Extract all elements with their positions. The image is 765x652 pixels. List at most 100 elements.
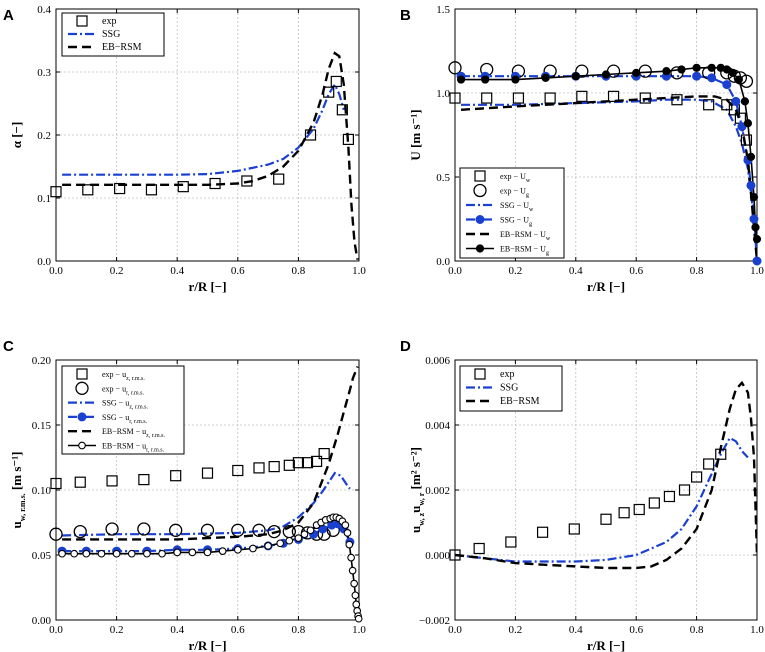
legend-label-text: EB−RSM − U — [500, 230, 546, 239]
y-tick-label: 0.10 — [32, 485, 52, 497]
data-point — [740, 134, 753, 146]
data-point — [252, 523, 266, 537]
data-point — [348, 566, 357, 575]
data-point — [449, 92, 461, 104]
y-tick-label: 0.0 — [37, 256, 51, 268]
y-tick-label: −0.002 — [419, 615, 450, 627]
data-point — [511, 75, 520, 84]
y-tick-label: 0.4 — [37, 4, 51, 16]
legend-label-text: SSG − U — [500, 216, 529, 225]
legend-label: SSG — [500, 383, 518, 394]
data-point — [752, 235, 762, 244]
legend-marker — [474, 368, 486, 380]
legend-box — [459, 167, 565, 259]
data-point — [201, 467, 214, 479]
y-axis-label-part: [m s⁻¹] — [9, 452, 24, 494]
data-point — [241, 175, 253, 187]
data-point — [677, 65, 686, 74]
series-line — [461, 75, 757, 261]
legend: exp SSG EB−RSM — [459, 365, 563, 412]
data-point — [345, 540, 354, 549]
data-point — [351, 591, 360, 600]
legend-label: EB−RSM — [102, 42, 142, 53]
legend-label: EB−RSM − Uw — [500, 230, 551, 242]
data-point — [342, 133, 354, 146]
panel-b: 0.0 0.2 0.4 0.6 0.8 1.0 0.0 0.5 1.0 1.5 r/R [−] U [… — [400, 4, 764, 294]
x-tick-label: 0.8 — [690, 624, 704, 636]
x-tick-label: 1.0 — [352, 265, 366, 277]
plot-frame — [454, 8, 758, 262]
x-tick-label: 0.2 — [110, 265, 124, 277]
legend-label-sub: w — [546, 236, 551, 242]
data-point — [70, 549, 79, 558]
data-point — [743, 119, 753, 128]
legend-label-text: SSG − u — [102, 399, 129, 408]
data-point — [283, 459, 295, 471]
y-axis-label-part: [m² s⁻²] — [408, 447, 423, 493]
data-point — [678, 484, 691, 496]
legend-label-text: exp − u — [102, 384, 126, 393]
data-point — [740, 97, 750, 106]
data-point — [158, 549, 166, 558]
legend-label: SSG − ur, r.m.s. — [102, 413, 148, 425]
data-point — [648, 497, 660, 509]
legend-label-text: EB−RSM − U — [500, 245, 546, 254]
data-point — [169, 523, 183, 537]
legend-label-sub: z, r.m.s. — [126, 376, 145, 382]
data-point — [188, 548, 197, 557]
data-point — [601, 70, 611, 79]
x-tick-label: 1.0 — [750, 265, 764, 277]
data-point — [543, 64, 557, 78]
data-point — [633, 503, 645, 516]
legend-label-sub: g — [526, 193, 529, 199]
legend-label: EB−RSM — [500, 396, 540, 407]
data-point — [568, 523, 580, 535]
data-point — [541, 73, 550, 82]
data-point — [671, 94, 683, 106]
y-axis-label-part: u — [9, 521, 24, 528]
x-tick-label: 0.4 — [170, 265, 184, 277]
legend-label-sub: z, r.m.s. — [146, 433, 165, 439]
data-point — [481, 92, 493, 104]
data-point — [354, 614, 363, 623]
data-point — [512, 92, 525, 104]
data-point — [232, 464, 244, 477]
y-tick-label: 0.20 — [32, 355, 52, 367]
y-tick-label: 0.004 — [425, 420, 450, 432]
data-point — [127, 549, 136, 558]
panel-label: D — [400, 338, 411, 355]
x-tick-label: 0.4 — [569, 624, 583, 636]
data-point — [218, 547, 227, 555]
y-tick-label: 0.00 — [32, 615, 52, 627]
legend-label-text: EB−RSM − u — [102, 442, 146, 451]
data-point — [347, 553, 355, 562]
legend-label: exp − ur, r.m.s. — [102, 384, 144, 396]
legend-label: SSG — [102, 29, 120, 40]
data-point — [200, 523, 215, 537]
legend-marker — [78, 441, 86, 450]
legend-label-sub: z, r.m.s. — [129, 405, 148, 411]
y-axis-label-part: w, z — [417, 512, 426, 525]
legend-label: exp − uz, r.m.s. — [102, 370, 145, 382]
x-tick-label: 0.2 — [509, 265, 523, 277]
data-point — [318, 448, 330, 460]
data-point — [268, 461, 280, 473]
y-tick-label: 0.000 — [425, 550, 450, 562]
data-point — [722, 80, 732, 90]
x-tick-label: 0.6 — [231, 624, 245, 636]
legend-label: EB−RSM − uz, r.m.s. — [102, 427, 165, 439]
data-point — [473, 542, 485, 555]
data-point — [50, 186, 62, 198]
data-point — [336, 104, 348, 116]
y-tick-label: 1.0 — [436, 88, 450, 100]
legend-box — [61, 12, 165, 57]
x-tick-label: 1.0 — [352, 624, 366, 636]
data-point — [746, 152, 756, 161]
y-tick-label: 0.002 — [425, 485, 450, 497]
legend-label-text: EB−RSM — [500, 396, 540, 407]
y-axis-label-part: u — [408, 506, 423, 513]
legend-marker — [75, 381, 89, 395]
legend-label: SSG − Ug — [500, 216, 532, 228]
